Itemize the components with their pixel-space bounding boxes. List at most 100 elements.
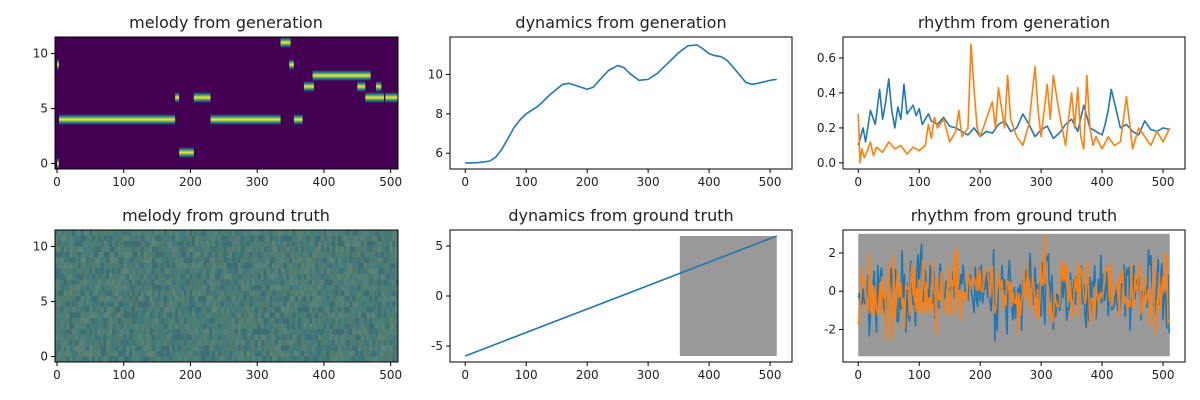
- heatmap-cell: [192, 274, 196, 280]
- heatmap-cell: [269, 290, 273, 297]
- heatmap-cell: [123, 340, 127, 346]
- heatmap-cell: [160, 279, 165, 286]
- heatmap-cell: [212, 318, 216, 324]
- heatmap-cell: [249, 307, 253, 313]
- heatmap-cell: [277, 329, 282, 335]
- heatmap-cell: [375, 263, 379, 269]
- heatmap-cell: [195, 252, 199, 258]
- heatmap-cell: [372, 285, 376, 291]
- heatmap-cell: [257, 263, 262, 269]
- heatmap-cell: [320, 274, 325, 280]
- heatmap-cell: [209, 312, 213, 319]
- heatmap-cell: [192, 290, 196, 297]
- heatmap-cell: [189, 252, 193, 258]
- heatmap-cell: [215, 285, 219, 291]
- heatmap-cell: [292, 257, 296, 264]
- heatmap-cell: [140, 301, 145, 308]
- heatmap-cell: [60, 252, 65, 258]
- heatmap-cell: [106, 351, 110, 357]
- heatmap-cell: [232, 307, 236, 313]
- heatmap-cell: [229, 296, 233, 302]
- heatmap-cell: [97, 268, 102, 275]
- heatmap-cell: [183, 301, 187, 308]
- heatmap-cell: [149, 246, 153, 253]
- heatmap-cell: [192, 268, 196, 275]
- heatmap-cell: [366, 323, 370, 330]
- heatmap-cell: [223, 290, 227, 297]
- heatmap-cell: [212, 301, 216, 308]
- heatmap-cell: [269, 230, 273, 236]
- heatmap-cell: [192, 296, 196, 302]
- heatmap-cell: [80, 296, 85, 302]
- y-tick-label: 5: [40, 102, 48, 116]
- heatmap-cell: [306, 312, 310, 319]
- heatmap-cell: [383, 263, 388, 269]
- heatmap-cell: [75, 312, 79, 319]
- heatmap-cell: [189, 246, 193, 253]
- heatmap-cell: [203, 241, 207, 247]
- heatmap-cell: [86, 334, 90, 341]
- heatmap-cell: [126, 318, 130, 324]
- heatmap-cell: [355, 312, 359, 319]
- heatmap-cell: [349, 279, 353, 286]
- heatmap-cell: [80, 252, 85, 258]
- heatmap-cell: [375, 268, 379, 275]
- heatmap-cell: [183, 279, 187, 286]
- heatmap-cell: [283, 290, 288, 297]
- heatmap-cell: [260, 274, 265, 280]
- heatmap-cell: [220, 340, 225, 346]
- heatmap-cell: [320, 263, 325, 269]
- heatmap-cell: [126, 241, 130, 247]
- heatmap-cell: [163, 329, 167, 335]
- heatmap-cell: [377, 290, 382, 297]
- heatmap-cell: [277, 345, 282, 352]
- heatmap-cell: [326, 274, 330, 280]
- heatmap-cell: [289, 230, 293, 236]
- heatmap-cell: [149, 290, 153, 297]
- heatmap-cell: [63, 274, 67, 280]
- heatmap-cell: [109, 290, 113, 297]
- heatmap-cell: [297, 312, 302, 319]
- heatmap-cell: [229, 235, 233, 242]
- heatmap-cell: [217, 351, 222, 357]
- heatmap-cell: [395, 345, 398, 352]
- heatmap-cell: [212, 296, 216, 302]
- heatmap-cell: [360, 263, 365, 269]
- heatmap-cell: [292, 301, 296, 308]
- heatmap-cell: [226, 329, 230, 335]
- heatmap-cell: [195, 257, 199, 264]
- heatmap-cell: [317, 334, 322, 341]
- heatmap-cell: [317, 246, 322, 253]
- heatmap-cell: [115, 318, 119, 324]
- heatmap-cell: [317, 323, 322, 330]
- heatmap-cell: [89, 307, 93, 313]
- heatmap-cell: [206, 301, 210, 308]
- heatmap-cell: [186, 246, 190, 253]
- heatmap-cell: [257, 318, 262, 324]
- heatmap-cell: [312, 274, 316, 280]
- heatmap-cell: [377, 279, 382, 286]
- heatmap-cell: [215, 246, 219, 253]
- heatmap-cell: [80, 323, 85, 330]
- heatmap-cell: [329, 296, 333, 302]
- heatmap-cell: [226, 290, 230, 297]
- heatmap-cell: [323, 296, 328, 302]
- heatmap-cell: [300, 257, 305, 264]
- heatmap-cell: [203, 301, 207, 308]
- heatmap-cell: [175, 301, 179, 308]
- heatmap-cell: [135, 307, 139, 313]
- heatmap-cell: [223, 351, 227, 357]
- heatmap-cell: [380, 257, 385, 264]
- heatmap-cell: [343, 329, 348, 335]
- heatmap-cell: [346, 307, 350, 313]
- heatmap-cell: [355, 340, 359, 346]
- heatmap-cell: [326, 334, 330, 341]
- heatmap-cell: [352, 257, 356, 264]
- heatmap-cell: [209, 230, 213, 236]
- heatmap-cell: [337, 340, 342, 346]
- heatmap-cell: [100, 345, 105, 352]
- heatmap-cell: [255, 296, 259, 302]
- heatmap-cell: [317, 329, 322, 335]
- heatmap-cell: [57, 345, 62, 352]
- heatmap-cell: [160, 345, 165, 352]
